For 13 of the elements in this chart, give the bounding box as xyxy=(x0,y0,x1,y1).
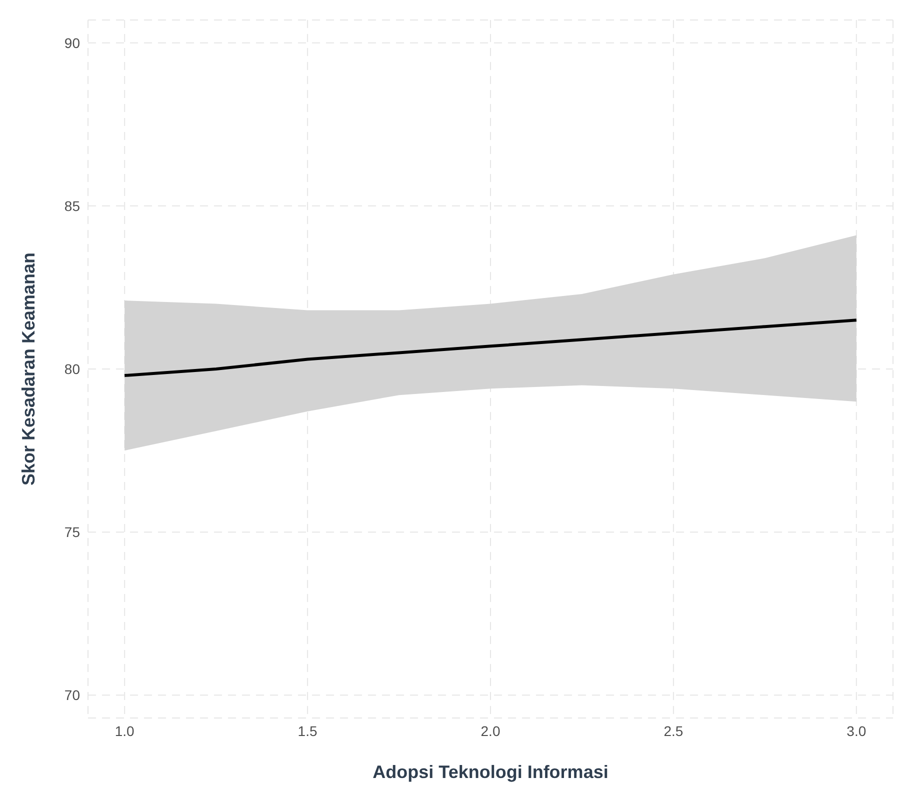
x-tick-label: 1.5 xyxy=(298,722,318,739)
y-tick-label: 90 xyxy=(64,34,80,51)
y-tick-label: 85 xyxy=(64,198,80,214)
x-axis-title: Adopsi Teknologi Informasi xyxy=(372,762,608,782)
x-tick-label: 2.5 xyxy=(664,722,684,739)
y-tick-label: 75 xyxy=(64,524,80,540)
y-axis-title: Skor Kesadaran Keamanan xyxy=(18,252,38,486)
x-tick-label: 1.0 xyxy=(114,722,135,739)
y-tick-label: 80 xyxy=(64,360,80,377)
x-tick-label: 2.0 xyxy=(480,722,500,739)
line-series xyxy=(123,318,858,378)
y-tick-label: 70 xyxy=(64,687,80,704)
x-tick-label: 3.0 xyxy=(846,722,866,739)
